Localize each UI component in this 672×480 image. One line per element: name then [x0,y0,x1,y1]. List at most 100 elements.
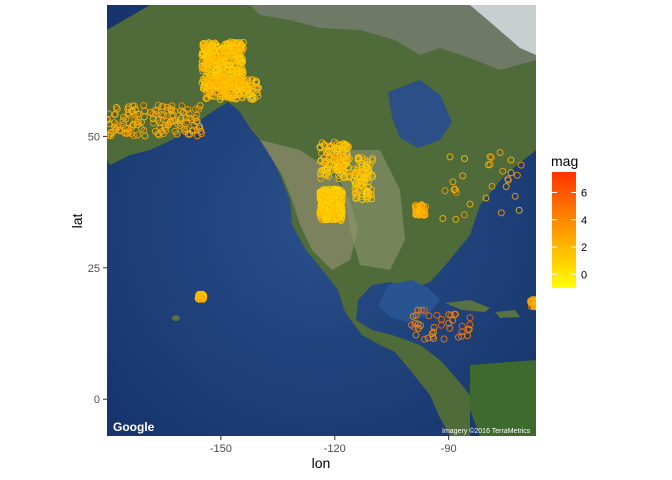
earthquake-point [234,48,242,55]
earthquake-point [424,334,432,342]
earthquake-point [111,125,119,133]
earthquake-point [156,124,164,132]
google-logo: Google [113,420,155,434]
earthquake-point [124,129,131,137]
earthquake-point [541,303,547,309]
earthquake-point [425,312,433,320]
earthquake-point [218,76,226,84]
earthquake-point [440,335,448,343]
earthquake-point [184,106,192,113]
earthquake-point [541,298,547,304]
earthquake-point [358,167,366,175]
earthquake-point [535,299,536,305]
earthquake-point [542,300,548,306]
earthquake-point [538,298,544,304]
earthquake-point [224,65,232,73]
earthquake-point [168,102,176,110]
earthquake-point [220,89,228,97]
earthquake-point [416,208,424,215]
earthquake-point [459,172,467,180]
earthquake-point [337,164,345,172]
earthquake-point [540,301,546,307]
earthquake-point [535,303,536,308]
earthquake-point [464,332,472,340]
earthquake-point [507,169,515,177]
earthquake-point [159,112,167,120]
earthquake-point [333,145,341,153]
earthquake-point [449,316,457,324]
legend-colorbar [552,172,576,288]
earthquake-point [430,328,437,336]
y-axis: 0 25 50 [88,131,107,406]
earthquake-point [542,297,548,303]
earthquake-point [195,291,203,299]
y-tick-label: 25 [88,263,100,275]
earthquake-point [218,93,226,101]
earthquake-point [412,311,420,319]
earthquake-point [466,321,474,329]
earthquake-point [541,304,547,310]
x-tick-label: -150 [210,443,232,455]
earthquake-point [325,204,333,212]
earthquake-point [346,172,354,180]
earthquake-point [534,299,536,305]
land-south-america [470,360,536,436]
earthquake-point [461,155,468,163]
earthquake-point [150,119,157,127]
earthquake-point [218,72,226,80]
earthquake-point [221,40,229,48]
earthquake-point [178,102,186,110]
earthquake-point [196,102,204,110]
earthquake-point [543,298,549,304]
earthquake-point [541,298,547,304]
earthquake-point [212,54,220,61]
earthquake-point [233,39,241,47]
earthquake-point [542,304,548,310]
earthquake-point [364,190,372,198]
legend-tick-label: 4 [581,215,587,227]
earthquake-point [356,181,364,189]
earthquake-point [214,58,222,66]
earthquake-point [202,52,210,60]
earthquake-point [540,298,546,304]
earthquake-point [486,153,494,161]
earthquake-point [212,67,220,74]
earthquake-point [180,125,188,133]
earthquake-point [199,293,207,301]
earthquake-point [209,81,217,89]
earthquake-point [537,302,543,308]
basemap: Google Imagery ©2016 TerraMetrics [107,5,550,436]
earthquake-point [540,297,546,303]
earthquake-point [537,302,543,308]
earthquake-point [165,120,173,128]
earthquake-point [350,165,358,173]
legend-title: mag [551,153,578,169]
earthquake-point [541,303,547,309]
earthquake-point [429,333,437,340]
earthquake-point [517,161,525,169]
earthquake-point [206,82,214,90]
earthquake-point [135,110,143,118]
earthquake-point [204,42,212,50]
earthquake-point [246,90,254,98]
land-cuba [445,300,490,312]
earthquake-point [213,43,221,51]
earthquake-point [410,323,418,331]
earthquake-point [169,117,177,125]
earthquake-point [123,130,131,137]
earthquake-point [176,122,184,130]
x-axis: -150 -120 -90 [210,436,457,455]
earthquake-point [531,296,536,304]
earthquake-point [193,111,201,119]
earthquake-point [195,105,203,113]
earthquake-point [544,302,550,308]
earthquake-point [199,295,207,303]
earthquake-point [332,187,340,195]
earthquake-point [213,82,221,90]
earthquake-point [540,300,546,306]
earthquake-point [253,86,261,94]
earthquake-point [357,177,365,185]
earthquake-point [539,297,545,303]
earthquake-point [539,303,545,309]
earthquake-point [226,82,234,90]
